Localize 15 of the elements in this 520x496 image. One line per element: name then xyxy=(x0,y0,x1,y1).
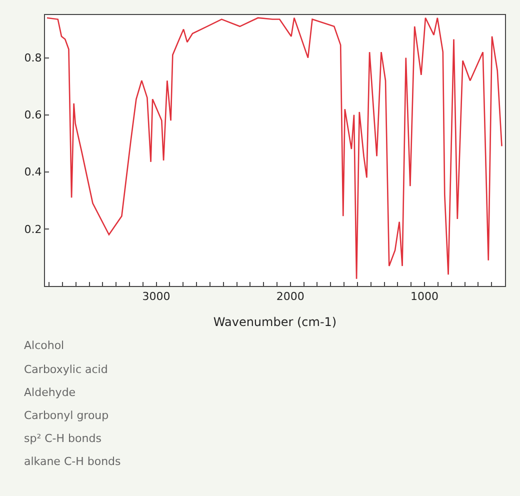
y-tick-label: 0.6 xyxy=(24,108,42,122)
text: Carboxylic acid xyxy=(24,363,108,376)
text: alkane C-H bonds xyxy=(24,455,122,468)
x-tick-label: 1000 xyxy=(410,290,439,304)
text: sp² C-H bonds xyxy=(24,432,102,445)
x-axis-title: Wavenumber (cm-1) xyxy=(213,315,337,330)
y-tick-label: 0.2 xyxy=(24,222,42,236)
y-tick-label: 0.8 xyxy=(24,52,42,65)
y-tick-label: 0.4 xyxy=(24,166,42,179)
line-series xyxy=(46,17,502,280)
x-tick-label: 3000 xyxy=(142,290,170,304)
x-tick-label: 2000 xyxy=(276,290,304,304)
text: Aldehyde xyxy=(24,386,76,399)
text: Alcohol xyxy=(24,339,64,352)
text: Carbonyl group xyxy=(24,409,109,422)
